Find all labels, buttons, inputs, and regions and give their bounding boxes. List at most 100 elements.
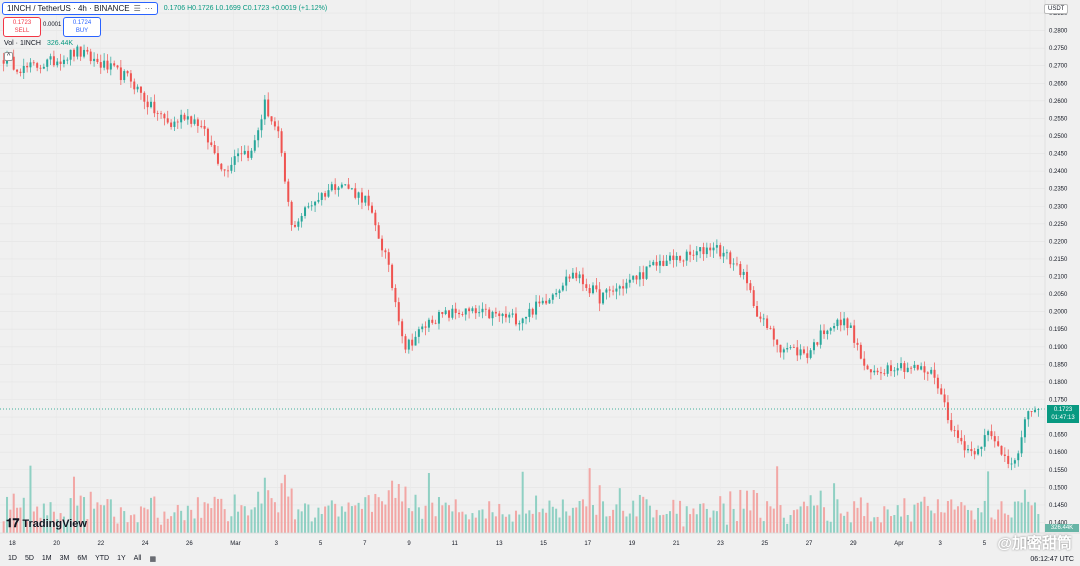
volume-bar	[431, 502, 434, 533]
volume-bar	[541, 508, 544, 533]
candle-body	[300, 215, 303, 222]
volume-bar	[538, 512, 541, 533]
volume-bar	[273, 502, 276, 533]
candle-body	[283, 152, 286, 182]
timeframe-ytd[interactable]: YTD	[95, 555, 110, 562]
volume-bar	[39, 517, 42, 533]
candle-body	[273, 121, 276, 127]
volume-toggle[interactable]: ^	[4, 52, 14, 61]
candle-body	[876, 370, 879, 373]
timeframe-3m[interactable]: 3M	[59, 555, 70, 562]
candle-body	[29, 62, 32, 68]
calendar-icon[interactable]: ▦	[149, 556, 157, 563]
volume-bar	[9, 509, 12, 533]
volume-bar	[571, 507, 574, 533]
candle-body	[330, 184, 333, 191]
candle-body	[715, 245, 718, 248]
sell-label: SELL	[14, 28, 30, 34]
timeframe-1y[interactable]: 1Y	[117, 555, 126, 562]
volume-bar	[933, 513, 936, 533]
volume-bar	[511, 521, 514, 533]
candle-body	[203, 126, 206, 129]
candle-body	[702, 247, 705, 255]
volume-bar	[32, 511, 35, 533]
volume-bar	[826, 520, 829, 533]
volume-bar	[977, 507, 980, 533]
currency-label[interactable]: USDT	[1044, 4, 1069, 14]
utc-clock[interactable]: 06:12:47 UTC	[1030, 556, 1074, 563]
candle-body	[126, 71, 129, 74]
candle-body	[240, 153, 243, 155]
timeframe-5d[interactable]: 5D	[24, 555, 34, 562]
candle-body	[632, 275, 635, 280]
timeframe-1m[interactable]: 1M	[41, 555, 52, 562]
candle-body	[327, 190, 330, 197]
volume-bar	[83, 497, 86, 533]
volume-bar	[99, 504, 102, 533]
volume-bar	[746, 490, 749, 533]
candle-body	[956, 430, 959, 438]
candle-body	[863, 358, 866, 366]
candle-body	[545, 300, 548, 304]
timeframe-6m[interactable]: 6M	[77, 555, 88, 562]
candle-body	[816, 342, 819, 345]
volume-bar	[116, 523, 119, 533]
volume-bar	[347, 502, 350, 533]
candle-body	[578, 274, 581, 279]
candle-body	[973, 451, 976, 455]
candle-body	[69, 49, 72, 60]
volume-bar	[893, 514, 896, 533]
y-tick-label: 0.2550	[1049, 116, 1068, 122]
volume-bar	[504, 516, 507, 533]
volume-bar	[56, 519, 59, 533]
volume-bar	[1007, 514, 1010, 533]
volume-bar	[806, 506, 809, 533]
volume-bar	[658, 515, 661, 533]
candle-body	[812, 342, 815, 351]
candle-body	[297, 221, 300, 227]
candle-body	[374, 212, 377, 226]
sell-button[interactable]: 0.1723 SELL	[3, 17, 41, 37]
candle-body	[916, 364, 919, 370]
volume-bar	[910, 521, 913, 533]
more-icon[interactable]: ⋯	[144, 4, 153, 13]
volume-bar	[588, 468, 591, 533]
volume-bar	[2, 521, 5, 533]
candle-body	[612, 290, 615, 292]
candle-body	[525, 316, 528, 319]
candle-body	[762, 318, 765, 320]
volume-bar	[468, 519, 471, 533]
candle-body	[712, 247, 715, 251]
spread-value: 0.0001	[43, 22, 62, 28]
tradingview-logo-icon: 𝟏𝟕	[6, 516, 20, 530]
timeframe-1d[interactable]: 1D	[8, 555, 17, 562]
volume-bar	[709, 517, 712, 533]
volume-bar	[879, 522, 882, 533]
volume-bar	[133, 514, 136, 533]
settings-icon[interactable]: ☰	[133, 4, 141, 13]
candle-body	[558, 290, 561, 294]
timeframe-all[interactable]: All	[133, 555, 142, 562]
volume-bar	[414, 494, 417, 533]
candle-body	[742, 271, 745, 275]
symbol-selector[interactable]: 1INCH / TetherUS · 4h · BINANCE ☰ ⋯	[2, 2, 158, 15]
y-tick-label: 0.2250	[1049, 222, 1068, 228]
candle-body	[324, 193, 327, 197]
x-tick-label: 7	[1027, 541, 1031, 547]
volume-bar	[62, 516, 65, 533]
volume-bar	[863, 516, 866, 533]
buy-button[interactable]: 0.1724 BUY	[63, 17, 101, 37]
collapse-icon[interactable]: ^	[4, 52, 14, 61]
volume-bar	[451, 511, 454, 533]
volume-bar	[471, 513, 474, 533]
volume-bar	[277, 512, 280, 533]
candle-body	[598, 289, 601, 304]
candle-body	[963, 441, 966, 451]
candle-body	[541, 300, 544, 304]
candle-body	[367, 195, 370, 206]
volume-bar	[354, 505, 357, 533]
volume-bar	[735, 521, 738, 533]
candle-body	[990, 431, 993, 437]
volume-bar	[565, 511, 568, 533]
